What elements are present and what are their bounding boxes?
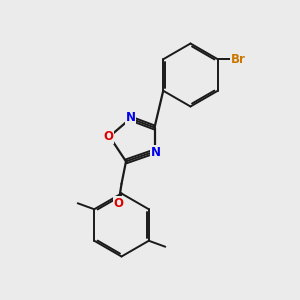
- Text: N: N: [125, 111, 136, 124]
- Text: Br: Br: [231, 53, 246, 66]
- Text: N: N: [151, 146, 161, 159]
- Text: O: O: [113, 197, 124, 210]
- Text: O: O: [103, 130, 113, 143]
